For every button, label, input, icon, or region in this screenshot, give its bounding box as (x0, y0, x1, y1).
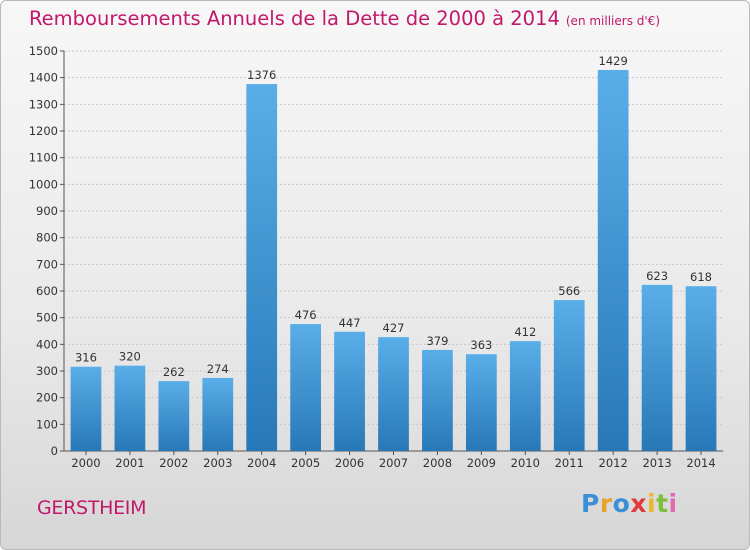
x-tick-label: 2013 (642, 456, 671, 470)
bar-value-label: 379 (426, 334, 448, 348)
y-tick-label: 1200 (29, 124, 58, 138)
y-tick-label: 900 (36, 204, 58, 218)
x-tick-label: 2005 (291, 456, 320, 470)
y-tick-label: 700 (36, 257, 58, 271)
y-tick-label: 100 (36, 417, 58, 431)
bar-value-label: 363 (470, 338, 492, 352)
logo-letter: t (656, 489, 669, 518)
logo-letter: i (647, 489, 657, 518)
bar-value-label: 1429 (599, 54, 628, 68)
x-tick-label: 2010 (511, 456, 540, 470)
bar-value-label: 427 (383, 321, 405, 335)
proxiti-logo: Proxiti (581, 489, 678, 518)
bar-value-label: 274 (207, 362, 229, 376)
bar (422, 349, 453, 451)
bar (685, 286, 717, 451)
bar-value-label: 412 (514, 325, 536, 339)
bar-value-label: 618 (690, 270, 712, 284)
axes: 0 100 200 300 400 500 600 700 800 900 1000 1100 1200… (29, 44, 723, 470)
bar-value-label: 623 (646, 269, 668, 283)
y-tick-label: 500 (36, 311, 58, 325)
bar (378, 337, 409, 451)
bar (290, 324, 322, 451)
y-tick-label: 0 (51, 444, 58, 458)
y-tick-label: 300 (36, 364, 58, 378)
y-tick-label: 1000 (29, 177, 58, 191)
bar (334, 331, 365, 451)
bar (158, 381, 190, 451)
y-tick-label: 200 (36, 391, 58, 405)
x-tick-label: 2009 (467, 456, 496, 470)
x-tick-label: 2008 (423, 456, 452, 470)
bars (70, 69, 717, 452)
chart-title: Remboursements Annuels de la Dette de 20… (29, 7, 660, 30)
y-tick-label: 1500 (29, 44, 58, 58)
y-tick-label: 400 (36, 337, 58, 351)
bar (465, 354, 497, 451)
x-tick-label: 2014 (686, 456, 715, 470)
x-tick-label: 2006 (335, 456, 364, 470)
bar (641, 284, 673, 451)
x-tick-label: 2012 (599, 456, 628, 470)
bar-value-label: 447 (339, 316, 361, 330)
bar-value-label: 262 (163, 365, 185, 379)
bar (246, 84, 278, 452)
y-tick-label: 1300 (29, 97, 58, 111)
bar-value-label: 320 (119, 350, 141, 364)
logo-letter: x (630, 489, 647, 518)
chart-title-text: Remboursements Annuels de la Dette de 20… (29, 7, 560, 30)
bar (597, 69, 629, 451)
bar-value-label: 316 (75, 351, 97, 365)
y-tick-label: 1400 (29, 71, 58, 85)
x-tick-label: 2000 (71, 456, 100, 470)
bar-value-label: 566 (558, 284, 580, 298)
x-tick-label: 2011 (555, 456, 584, 470)
x-tick-label: 2003 (203, 456, 232, 470)
value-labels: 316 320 262 274 1376 476 447 427 379 363 412 566 142… (75, 54, 712, 379)
logo-letter: r (599, 489, 613, 518)
bar-value-label: 1376 (247, 68, 276, 82)
x-tick-label: 2007 (379, 456, 408, 470)
bar (509, 341, 541, 451)
logo-letter: o (612, 489, 631, 518)
town-name: GERSTHEIM (37, 497, 147, 519)
logo-letter: i (668, 489, 678, 518)
y-tick-label: 1100 (29, 151, 58, 165)
bar (114, 365, 146, 451)
bar-value-label: 476 (295, 308, 317, 322)
y-tick-label: 800 (36, 231, 58, 245)
x-tick-label: 2004 (247, 456, 276, 470)
chart-unit-note: (en milliers d'€) (565, 14, 660, 28)
y-tick-label: 600 (36, 284, 58, 298)
x-tick-label: 2002 (159, 456, 188, 470)
bar (553, 300, 585, 451)
logo-letter: P (581, 489, 600, 518)
bar (70, 366, 102, 451)
x-tick-label: 2001 (115, 456, 144, 470)
bar (202, 377, 234, 451)
